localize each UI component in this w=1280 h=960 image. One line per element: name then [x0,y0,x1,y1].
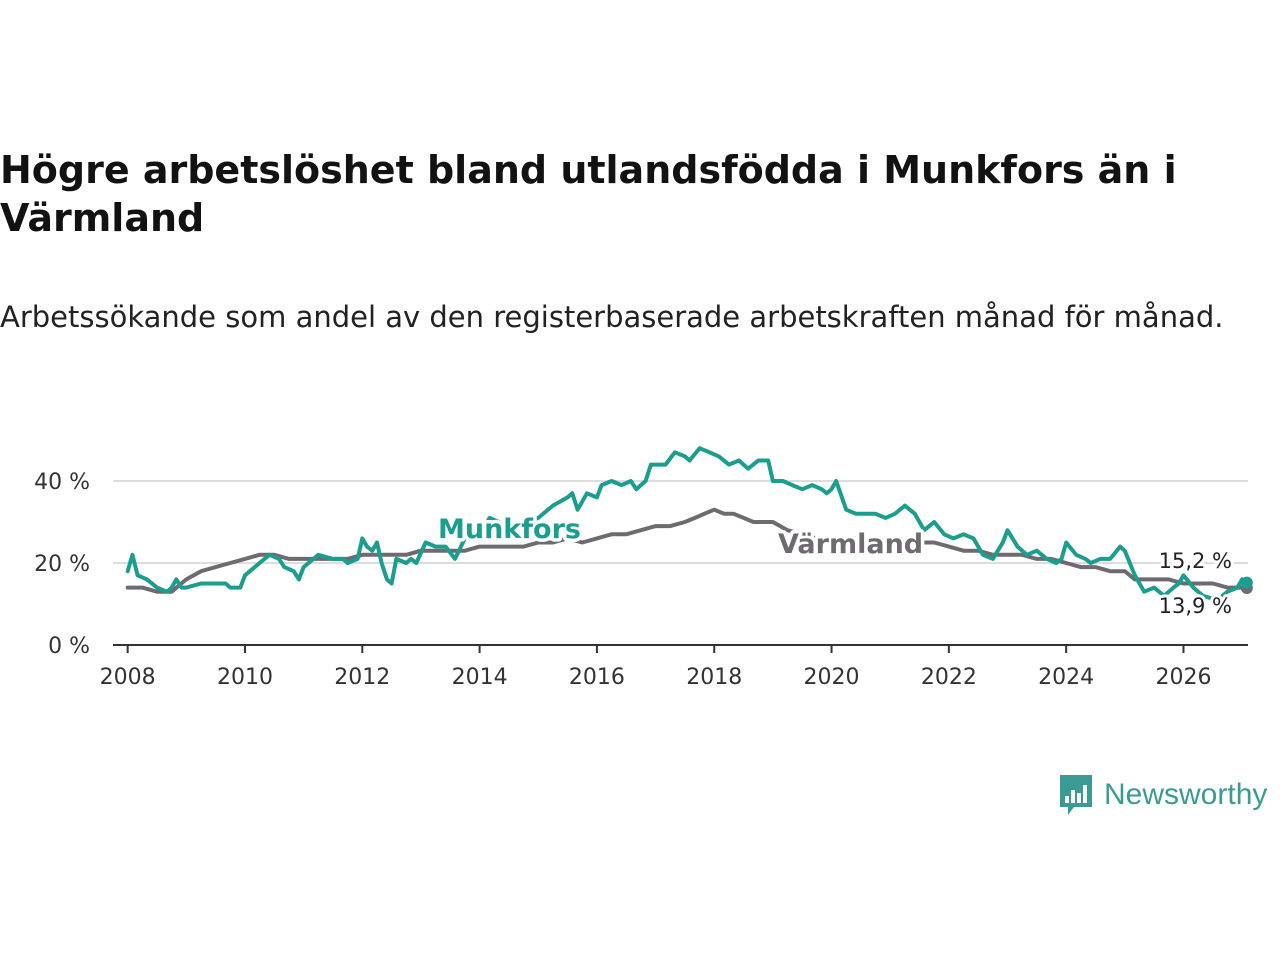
end-value-label-varmland: 13,9 % [1159,594,1232,618]
chart-title: Högre arbetslöshet bland utlandsfödda i … [0,148,1177,240]
x-tick-label: 2020 [804,665,860,690]
x-tick-label: 2018 [686,665,742,690]
x-tick-label: 2022 [921,665,977,690]
series-label-munkfors: Munkfors [438,514,581,545]
x-tick-label: 2024 [1038,665,1094,690]
series-end-point-munkfors [1240,576,1253,589]
y-tick-label: 20 % [34,552,90,577]
x-tick-label: 2008 [100,665,156,690]
x-tick-label: 2014 [452,665,508,690]
x-tick-label: 2026 [1155,665,1211,690]
series-label-varmland: Värmland [778,529,923,560]
series-line-varmland [125,507,1249,594]
end-value-label-munkfors: 15,2 % [1159,549,1232,573]
series-line-munkfors [125,446,1249,602]
y-tick-label: 0 % [48,634,90,659]
newsworthy-logo-icon [1060,775,1092,815]
line-chart: 0 % 20 % 40 % 2008 2010 2012 2014 2016 2018 2020 2… [34,446,1253,690]
brand-logo: Newsworthy [1058,772,1267,818]
x-tick-label: 2016 [569,665,625,690]
x-tick-label: 2012 [334,665,390,690]
y-tick-label: 40 % [34,470,90,495]
x-tick-label: 2010 [217,665,273,690]
brand-name: Newsworthy [1104,778,1268,811]
chart-subtitle: Arbetssökande som andel av den registerb… [0,300,1224,334]
